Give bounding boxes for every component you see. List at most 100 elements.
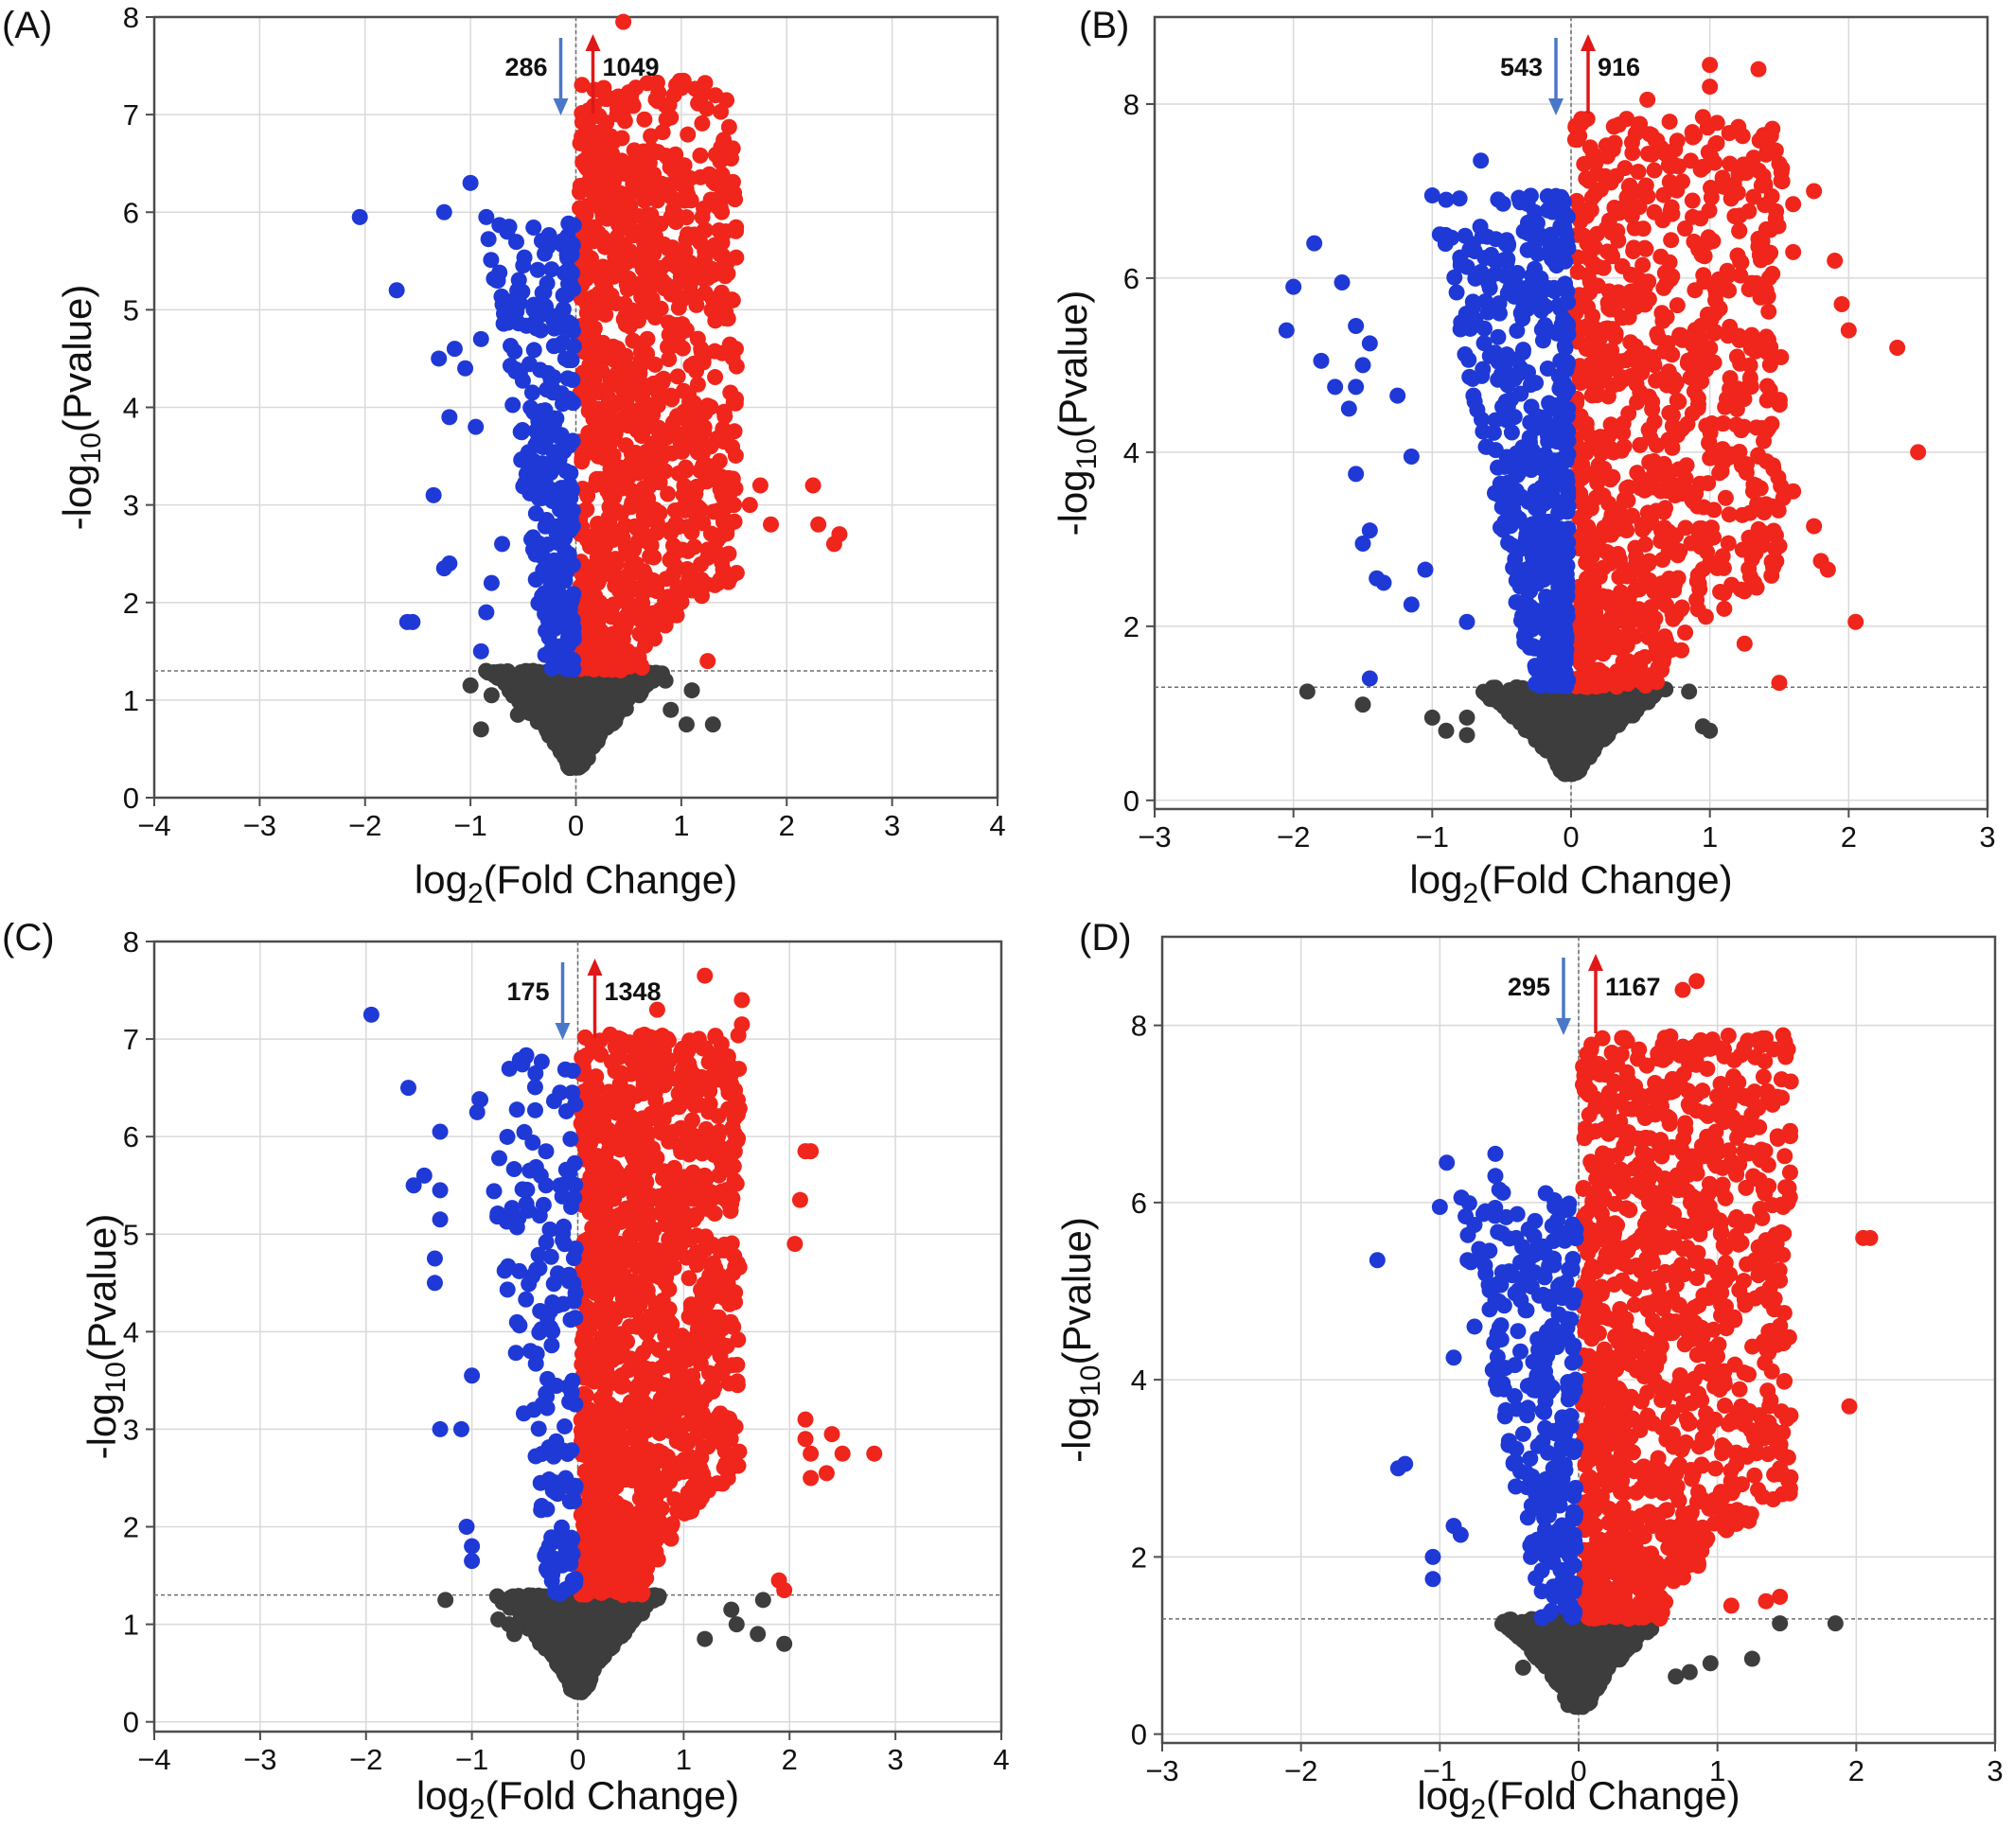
point-up-regulated xyxy=(674,541,691,558)
point-up-regulated xyxy=(653,449,670,466)
point-up-regulated xyxy=(671,257,688,274)
point-down-regulated xyxy=(529,467,546,484)
point-down-regulated xyxy=(515,478,532,495)
point-down-regulated xyxy=(541,618,558,635)
x-tick-label: 4 xyxy=(989,809,1005,842)
point-down-regulated xyxy=(540,227,557,244)
point-down-regulated xyxy=(564,236,581,253)
point-down-regulated xyxy=(504,301,521,318)
point-up-regulated xyxy=(658,111,675,128)
point-up-regulated xyxy=(646,501,663,518)
point-up-regulated xyxy=(1677,624,1694,641)
point-down-regulated xyxy=(351,208,368,225)
point-up-regulated xyxy=(703,302,720,319)
point-up-regulated xyxy=(614,107,631,124)
x-tick-label: 2 xyxy=(779,809,795,842)
point-down-regulated xyxy=(494,536,511,553)
point-up-regulated xyxy=(704,167,721,185)
point-up-regulated xyxy=(590,175,607,192)
point-up-regulated xyxy=(650,84,667,101)
point-up-regulated xyxy=(625,653,642,670)
point-up-regulated xyxy=(673,176,690,193)
point-up-regulated xyxy=(646,179,663,196)
point-up-regulated xyxy=(625,227,642,244)
point-up-regulated xyxy=(713,103,730,120)
point-down-regulated xyxy=(560,482,577,499)
point-up-regulated xyxy=(680,126,697,143)
point-not-significant xyxy=(630,687,647,704)
point-up-regulated xyxy=(699,653,716,670)
point-up-regulated xyxy=(577,206,594,223)
point-up-regulated xyxy=(710,199,727,216)
point-up-regulated xyxy=(710,574,727,591)
point-not-significant xyxy=(1458,727,1475,744)
point-up-regulated xyxy=(719,310,736,327)
y-tick-label: 8 xyxy=(1123,88,1140,121)
y-tick-label: 0 xyxy=(1123,784,1140,818)
point-up-regulated xyxy=(685,355,702,372)
point-up-regulated xyxy=(643,606,660,623)
point-not-significant xyxy=(1632,696,1649,713)
point-not-significant xyxy=(478,662,495,679)
point-up-regulated xyxy=(720,545,737,562)
point-up-regulated xyxy=(716,429,733,446)
point-up-regulated xyxy=(600,389,617,406)
point-up-regulated xyxy=(636,111,653,128)
point-down-regulated xyxy=(545,370,562,387)
point-up-regulated xyxy=(615,155,632,172)
y-tick-label: 2 xyxy=(1123,610,1140,643)
point-up-regulated xyxy=(685,395,702,412)
point-down-regulated xyxy=(560,637,577,654)
x-axis-label: log2(Fold Change) xyxy=(1409,857,1732,909)
point-up-regulated xyxy=(590,574,607,591)
point-up-regulated xyxy=(574,77,591,94)
point-up-regulated xyxy=(693,502,710,519)
panel-letter: (B) xyxy=(1079,5,1129,46)
point-not-significant xyxy=(678,716,695,733)
point-up-regulated xyxy=(578,159,595,176)
x-tick-label: −3 xyxy=(243,809,276,842)
point-up-regulated xyxy=(578,126,595,143)
point-up-regulated xyxy=(637,567,654,584)
point-up-regulated xyxy=(613,130,630,147)
point-up-regulated xyxy=(728,358,745,375)
point-down-regulated xyxy=(562,394,579,411)
point-up-regulated xyxy=(606,239,623,256)
point-up-regulated xyxy=(603,472,620,489)
point-not-significant xyxy=(1458,709,1475,726)
point-down-regulated xyxy=(398,613,415,630)
point-up-regulated xyxy=(660,314,677,331)
point-down-regulated xyxy=(558,660,575,678)
point-up-regulated xyxy=(689,330,706,347)
point-down-regulated xyxy=(565,217,582,234)
x-tick-label: −4 xyxy=(137,809,170,842)
point-up-regulated xyxy=(694,418,711,435)
point-down-regulated xyxy=(529,261,546,278)
point-up-regulated xyxy=(643,305,660,322)
point-not-significant xyxy=(610,703,627,720)
x-axis-label: log2(Fold Change) xyxy=(415,857,737,909)
x-tick-label: −1 xyxy=(453,809,486,842)
point-up-regulated xyxy=(728,564,745,581)
point-up-regulated xyxy=(724,470,741,487)
point-not-significant xyxy=(499,662,516,679)
point-not-significant xyxy=(590,730,607,747)
point-not-significant xyxy=(1595,720,1612,737)
x-tick-label: −1 xyxy=(1416,820,1449,854)
point-down-regulated xyxy=(431,350,448,367)
point-up-regulated xyxy=(595,404,612,421)
point-up-regulated xyxy=(688,296,705,313)
point-up-regulated xyxy=(593,362,610,379)
point-up-regulated xyxy=(585,222,602,239)
point-down-regulated xyxy=(472,642,489,660)
point-down-regulated xyxy=(518,317,535,334)
point-not-significant xyxy=(1484,679,1501,696)
y-tick-label: 6 xyxy=(1123,262,1140,295)
y-tick-label: 5 xyxy=(123,293,139,326)
point-up-regulated xyxy=(708,467,725,484)
x-tick-label: 3 xyxy=(884,809,900,842)
point-up-regulated xyxy=(583,303,600,320)
y-tick-label: 4 xyxy=(1123,436,1140,469)
point-down-regulated xyxy=(543,553,560,570)
